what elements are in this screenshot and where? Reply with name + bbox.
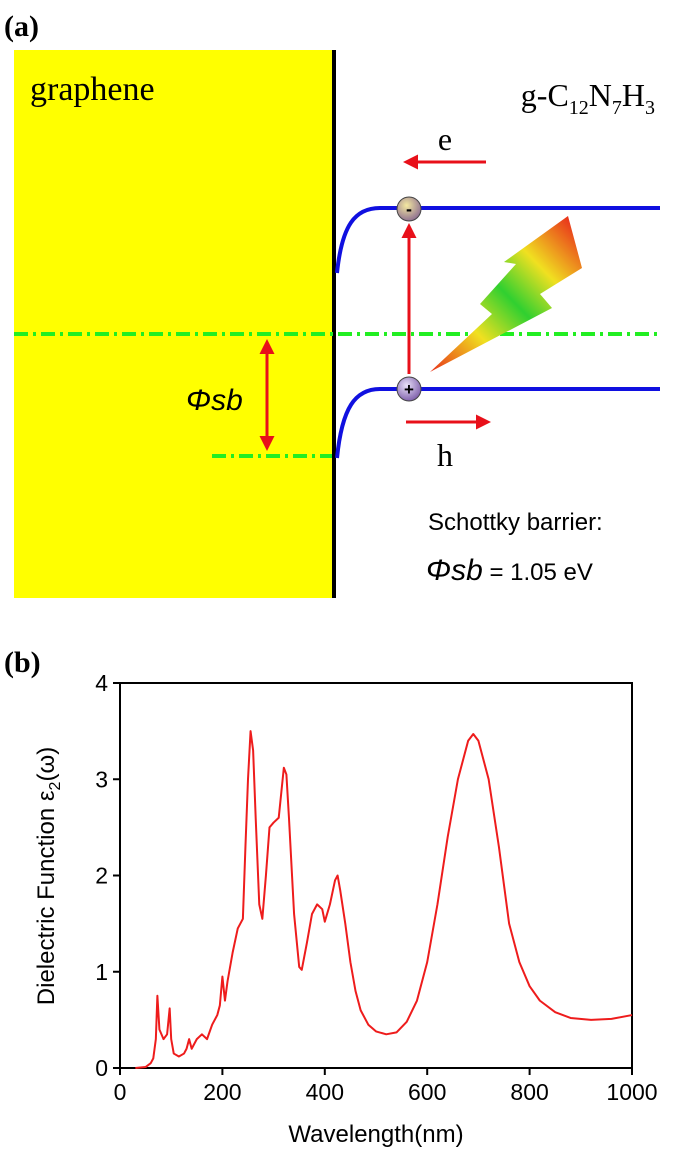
x-tick-label: 600 <box>408 1079 446 1105</box>
caption: Schottky barrier: <box>428 509 603 536</box>
hole <box>396 376 422 402</box>
y-label-part: (ω) <box>33 747 60 782</box>
formula-subscript: 12 <box>569 97 589 119</box>
y-label-subscript: 2 <box>47 781 64 790</box>
hole-label: h <box>437 437 453 473</box>
y-tick-label: 2 <box>95 863 108 889</box>
hole-sign: + <box>404 380 414 399</box>
panel-label: (a) <box>4 10 39 43</box>
y-axis-label: Dielectric Function ε2(ω) <box>33 747 64 1005</box>
graphene-region <box>14 50 333 598</box>
formula-subscript: 3 <box>645 97 655 119</box>
electron <box>396 196 422 222</box>
x-axis-label: Wavelength(nm) <box>288 1121 463 1148</box>
y-tick-label: 1 <box>95 959 108 985</box>
x-tick-label: 800 <box>510 1079 548 1105</box>
data-line <box>135 730 633 1069</box>
barrier-symbol: Φsb <box>186 384 243 417</box>
light-bolt <box>430 216 582 372</box>
x-tick-label: 200 <box>203 1079 241 1105</box>
formula-part: g-C <box>521 77 569 113</box>
material-label: g-C12N7H3 <box>521 77 655 119</box>
x-tick-label: 400 <box>306 1079 344 1105</box>
y-tick-label: 0 <box>95 1055 108 1081</box>
y-tick-label: 4 <box>95 670 108 696</box>
conduction-band <box>335 206 660 274</box>
material-label: graphene <box>30 71 155 108</box>
plot-frame <box>119 682 633 1069</box>
caption: Φsb = 1.05 eV <box>426 554 593 587</box>
caption-value: = 1.05 eV <box>483 559 593 586</box>
formula-subscript: 7 <box>612 97 622 119</box>
x-tick-label: 1000 <box>606 1079 657 1105</box>
panel-label: (b) <box>4 646 41 679</box>
formula-part: N <box>589 77 612 113</box>
electron-sign: - <box>406 199 412 219</box>
y-label-part: Dielectric Function ε <box>33 790 60 1005</box>
electron-label: e <box>438 121 452 157</box>
x-tick-label: 0 <box>114 1079 127 1105</box>
formula-part: H <box>622 77 645 113</box>
y-tick-label: 3 <box>95 766 108 792</box>
caption-symbol: Φsb <box>426 554 483 587</box>
valence-band <box>335 387 660 459</box>
